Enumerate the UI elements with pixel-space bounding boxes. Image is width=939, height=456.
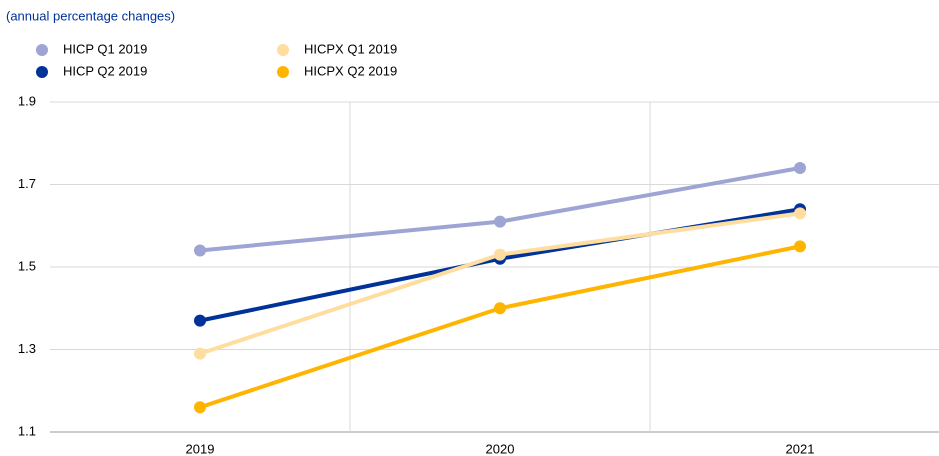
data-point: [794, 162, 806, 174]
y-tick-label: 1.9: [18, 93, 36, 108]
data-point: [194, 347, 206, 360]
legend-label: HICP Q1 2019: [63, 41, 147, 56]
data-point: [194, 314, 206, 327]
data-point: [794, 207, 806, 220]
legend-label: HICP Q2 2019: [63, 63, 147, 78]
legend-label: HICPX Q2 2019: [304, 63, 397, 78]
legend-marker: [277, 44, 289, 56]
legend-marker: [36, 66, 48, 78]
legend-marker: [36, 44, 48, 56]
y-tick-label: 1.1: [18, 423, 36, 438]
series-line: [199, 211, 801, 356]
data-point: [194, 401, 206, 414]
data-point: [494, 248, 506, 261]
legend-marker: [277, 66, 289, 78]
data-point: [494, 302, 506, 315]
x-tick-label: 2019: [186, 441, 215, 456]
y-tick-label: 1.5: [18, 258, 36, 273]
x-tick-label: 2020: [486, 441, 515, 456]
chart-subtitle: (annual percentage changes): [6, 8, 175, 23]
data-point: [494, 215, 506, 228]
legend-label: HICPX Q1 2019: [304, 41, 397, 56]
series-line: [199, 244, 801, 410]
series-line: [199, 166, 801, 253]
x-tick-label: 2021: [786, 441, 815, 456]
data-point: [194, 244, 206, 257]
y-tick-label: 1.3: [18, 341, 36, 356]
y-tick-label: 1.7: [18, 176, 36, 191]
data-point: [794, 240, 806, 253]
